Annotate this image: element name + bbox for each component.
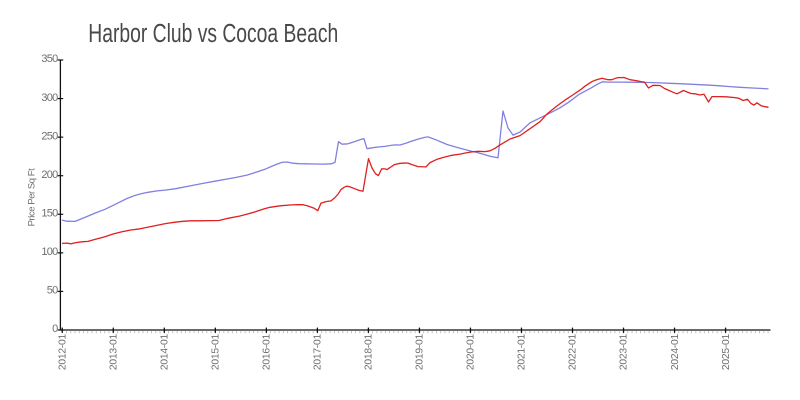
svg-text:200: 200 bbox=[41, 169, 58, 181]
svg-text:Harbor Club vs Cocoa Beach: Harbor Club vs Cocoa Beach bbox=[88, 19, 338, 47]
svg-text:2018-01: 2018-01 bbox=[364, 334, 375, 371]
svg-text:300: 300 bbox=[41, 92, 58, 104]
svg-text:2019-01: 2019-01 bbox=[415, 334, 426, 371]
svg-text:350: 350 bbox=[41, 53, 58, 65]
svg-text:Price Per Sq Ft: Price Per Sq Ft bbox=[26, 168, 37, 226]
svg-text:2017-01: 2017-01 bbox=[313, 334, 324, 371]
svg-text:2020-01: 2020-01 bbox=[466, 334, 477, 371]
svg-text:0: 0 bbox=[52, 323, 58, 335]
svg-text:2014-01: 2014-01 bbox=[160, 334, 171, 371]
svg-text:2015-01: 2015-01 bbox=[211, 334, 222, 371]
svg-text:150: 150 bbox=[41, 207, 58, 219]
svg-text:2021-01: 2021-01 bbox=[517, 334, 528, 371]
svg-text:100: 100 bbox=[41, 246, 58, 258]
svg-text:2025-01: 2025-01 bbox=[721, 334, 732, 371]
svg-text:2016-01: 2016-01 bbox=[262, 334, 273, 371]
svg-text:250: 250 bbox=[41, 130, 58, 142]
svg-text:2023-01: 2023-01 bbox=[619, 334, 630, 371]
svg-text:2024-01: 2024-01 bbox=[670, 334, 681, 371]
svg-text:2022-01: 2022-01 bbox=[568, 334, 579, 371]
svg-text:2013-01: 2013-01 bbox=[108, 334, 119, 371]
svg-text:50: 50 bbox=[47, 285, 58, 297]
svg-text:2012-01: 2012-01 bbox=[57, 334, 68, 371]
